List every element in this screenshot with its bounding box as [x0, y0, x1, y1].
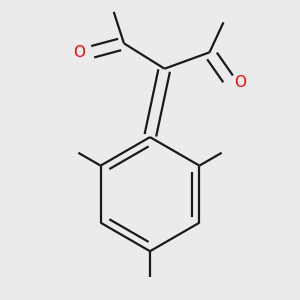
Text: O: O: [234, 75, 246, 90]
Text: O: O: [73, 45, 85, 60]
